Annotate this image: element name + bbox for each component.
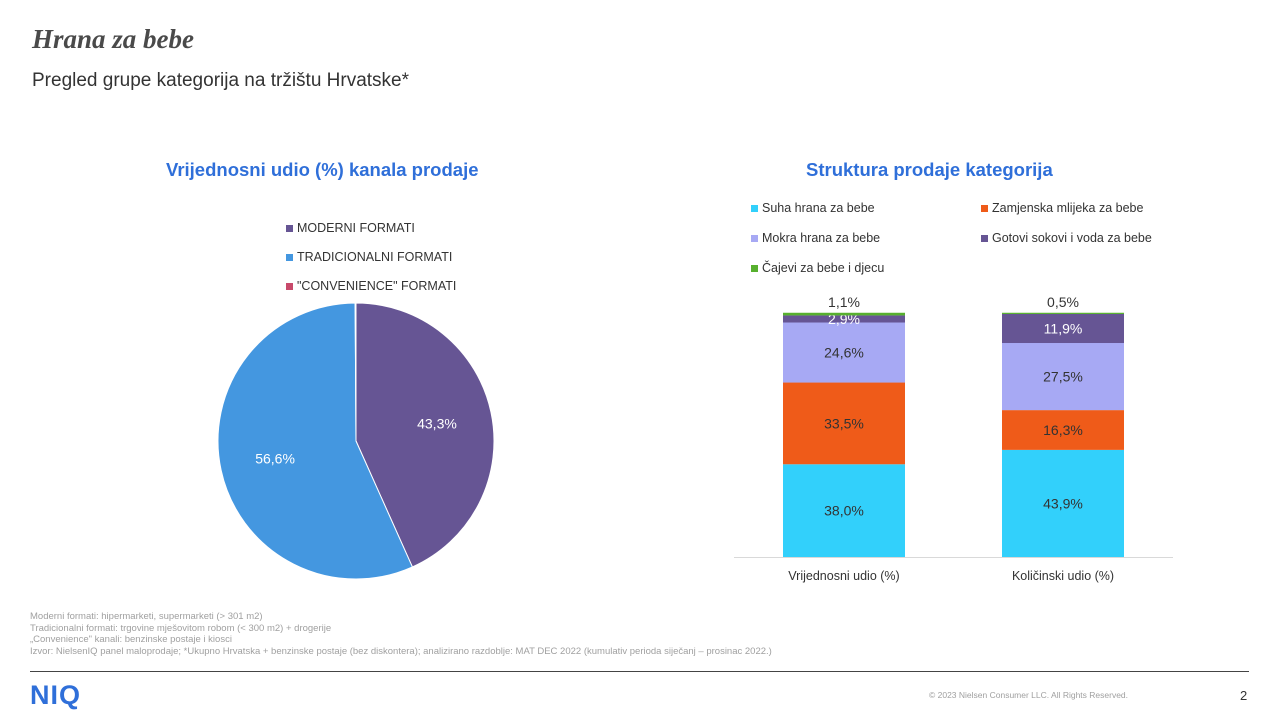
pie-legend-item-tradicionalni-formati: TRADICIONALNI FORMATI xyxy=(286,250,452,264)
bar-legend-swatch xyxy=(751,204,758,212)
pie-chart-title: Vrijednosni udio (%) kanala prodaje xyxy=(166,159,479,180)
bar-legend-item-cajevi-za-bebe-i-djecu: Čajevi za bebe i djecu xyxy=(751,261,884,275)
pie-data-label-tradicionalni-formati: 56,6% xyxy=(255,451,295,467)
pie-legend-label: MODERNI FORMATI xyxy=(297,221,415,235)
bar-chart-title: Struktura prodaje kategorija xyxy=(806,159,1053,180)
bar-legend-swatch xyxy=(751,264,758,272)
page-subtitle: Pregled grupe kategorija na tržištu Hrva… xyxy=(32,70,410,91)
bar-data-label-zamjenska-mlijeka-za-bebe-2: 16,3% xyxy=(1043,422,1083,438)
page-number: 2 xyxy=(1240,688,1248,703)
bar-data-label-mokra-hrana-za-bebe-1: 24,6% xyxy=(824,345,864,361)
bar-legend-label: Zamjenska mlijeka za bebe xyxy=(992,201,1144,215)
footnote-source: Izvor: NielsenIQ panel maloprodaje; *Uku… xyxy=(30,645,772,657)
pie-slice-tradicionalni-formati xyxy=(217,302,414,580)
bar-category-label-1: Vrijednosni udio (%) xyxy=(788,569,899,583)
niq-logo: NIQ xyxy=(30,680,82,710)
copyright-text: © 2023 Nielsen Consumer LLC. All Rights … xyxy=(929,690,1129,700)
pie-slice-convenience-formati xyxy=(354,302,357,442)
pie-legend-item-convenience-formati: "CONVENIENCE" FORMATI xyxy=(286,279,456,293)
bar-segment-mokra-hrana-za-bebe-1 xyxy=(783,322,905,383)
bar-legend-swatch xyxy=(981,204,988,212)
bar-data-label-zamjenska-mlijeka-za-bebe-1: 33,5% xyxy=(824,415,864,431)
bar-segment-zamjenska-mlijeka-za-bebe-2 xyxy=(1002,410,1124,450)
pie-legend-swatch xyxy=(286,253,293,261)
bar-segment-suha-hrana-za-bebe-1 xyxy=(783,464,905,557)
pie-slice-moderni-formati xyxy=(355,302,495,568)
bar-segment-mokra-hrana-za-bebe-2 xyxy=(1002,343,1124,411)
footnotes: Moderni formati: hipermarketi, supermark… xyxy=(30,611,772,657)
bar-segment-suha-hrana-za-bebe-2 xyxy=(1002,449,1124,557)
bar-legend-label: Mokra hrana za bebe xyxy=(762,231,881,245)
bar-segment-cajevi-za-bebe-i-djecu-2 xyxy=(1002,312,1124,314)
bar-data-label-gotovi-sokovi-i-voda-za-bebe-2: 11,9% xyxy=(1044,320,1083,336)
footnote-tradicionalni: Tradicionalni formati: trgovine mješovit… xyxy=(30,622,332,634)
pie-legend-label: "CONVENIENCE" FORMATI xyxy=(297,279,457,293)
bar-data-label-cajevi-za-bebe-i-djecu-1: 1,1% xyxy=(828,294,860,310)
footer-divider xyxy=(30,671,1249,672)
bar-legend-item-suha-hrana-za-bebe: Suha hrana za bebe xyxy=(751,201,875,215)
bar-legend-item-mokra-hrana-za-bebe: Mokra hrana za bebe xyxy=(751,231,880,245)
bar-segment-gotovi-sokovi-i-voda-za-bebe-1 xyxy=(783,315,905,323)
bar-legend-label: Čajevi za bebe i djecu xyxy=(762,261,885,275)
bar-legend-swatch xyxy=(981,234,988,242)
bar-segment-cajevi-za-bebe-i-djecu-1 xyxy=(783,312,905,316)
bar-legend-label: Suha hrana za bebe xyxy=(762,201,875,215)
footnote-moderni: Moderni formati: hipermarketi, supermark… xyxy=(30,611,263,622)
bar-legend-label: Gotovi sokovi i voda za bebe xyxy=(992,231,1152,245)
pie-data-label-moderni-formati: 43,3% xyxy=(417,416,457,432)
bar-data-label-mokra-hrana-za-bebe-2: 27,5% xyxy=(1043,369,1083,385)
bar-legend-swatch xyxy=(751,234,758,242)
bar-category-label-2: Količinski udio (%) xyxy=(1012,569,1114,583)
pie-legend-label: TRADICIONALNI FORMATI xyxy=(297,250,453,264)
bar-data-label-suha-hrana-za-bebe-1: 38,0% xyxy=(824,503,864,519)
bar-segment-zamjenska-mlijeka-za-bebe-1 xyxy=(783,382,905,465)
page-title: Hrana za bebe xyxy=(32,24,194,54)
bar-legend-item-zamjenska-mlijeka-za-bebe: Zamjenska mlijeka za bebe xyxy=(981,201,1143,215)
bar-segment-gotovi-sokovi-i-voda-za-bebe-2 xyxy=(1002,313,1124,344)
footnote-convenience: „Convenience" kanali: benzinske postaje … xyxy=(30,634,232,646)
pie-legend-item-moderni-formati: MODERNI FORMATI xyxy=(286,221,415,235)
pie-legend-swatch xyxy=(286,282,293,290)
pie-legend-swatch xyxy=(286,224,293,232)
bar-legend-item-gotovi-sokovi-i-voda-za-bebe: Gotovi sokovi i voda za bebe xyxy=(981,231,1152,245)
bar-data-label-cajevi-za-bebe-i-djecu-2: 0,5% xyxy=(1047,294,1079,310)
bar-data-label-suha-hrana-za-bebe-2: 43,9% xyxy=(1043,495,1083,511)
